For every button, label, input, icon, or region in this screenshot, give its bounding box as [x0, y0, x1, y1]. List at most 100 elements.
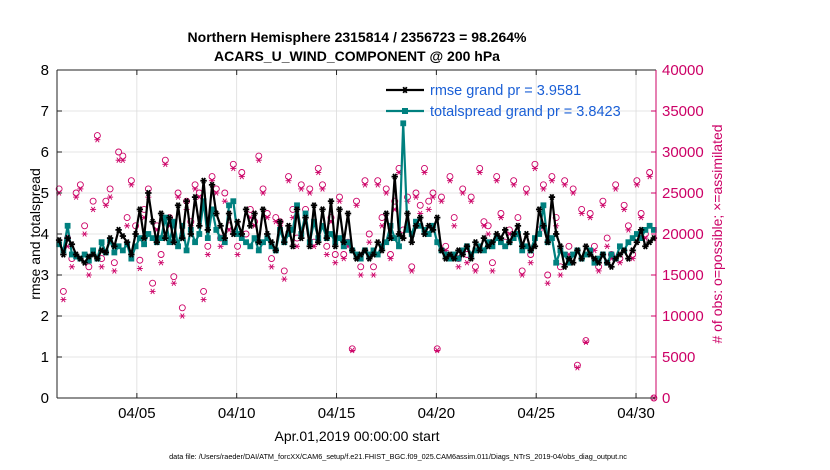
obs-assimilated-point [192, 186, 199, 192]
obs-assimilated-point [361, 181, 368, 188]
y-tick-label-right: 40000 [662, 62, 704, 79]
asterisk-stroke [481, 222, 487, 229]
asterisk-stroke [69, 263, 75, 270]
asterisk-stroke [426, 206, 431, 213]
obs-possible-point [387, 251, 394, 258]
obs-possible-point [106, 185, 114, 193]
obs-possible-point [624, 222, 632, 230]
star-stroke [371, 251, 376, 258]
rmse-point [119, 232, 127, 240]
star-stroke [158, 210, 164, 217]
rmse-point [259, 206, 267, 213]
asterisk-stroke [430, 194, 436, 200]
asterisk-stroke [311, 243, 317, 250]
obs-possible-point [259, 185, 267, 193]
asterisk-stroke [617, 259, 623, 266]
obs-possible-point [429, 189, 437, 197]
obs-possible-point [306, 185, 314, 193]
rmse-point [463, 243, 471, 250]
obs-possible-point [425, 197, 433, 205]
star-stroke [354, 255, 359, 262]
spread-point [145, 231, 152, 237]
y-tick-label-left: 3 [41, 267, 49, 284]
rmse-point [153, 238, 161, 246]
obs-assimilated-point [557, 272, 564, 278]
rmse-point [565, 255, 573, 262]
x-tick-label: 04/05 [118, 405, 156, 422]
star-stroke [358, 251, 364, 258]
obs-assimilated-point [200, 296, 207, 303]
x-tick-label: 04/25 [517, 405, 555, 422]
star-stroke [388, 234, 393, 242]
asterisk-stroke [545, 280, 550, 287]
rmse-point [535, 206, 543, 213]
asterisk-stroke [158, 259, 164, 266]
rmse-point [255, 238, 262, 246]
y-tick-label-right: 10000 [662, 308, 704, 325]
rmse-point [264, 230, 271, 238]
obs-possible-point [374, 177, 382, 185]
obs-assimilated-point [119, 157, 126, 164]
asterisk-stroke [290, 214, 295, 221]
rmse-point [217, 222, 224, 230]
obs-assimilated-point [612, 186, 619, 192]
rmse-point [81, 259, 88, 266]
star-stroke [460, 251, 466, 258]
asterisk-stroke [235, 251, 240, 258]
asterisk-stroke [583, 339, 589, 346]
star-stroke [494, 230, 500, 238]
rmse-point [60, 251, 67, 258]
star-stroke [281, 238, 287, 246]
y-tick-label-right: 30000 [662, 144, 704, 161]
obs-assimilated-point [332, 259, 339, 266]
y-tick-label-left: 2 [41, 308, 49, 325]
star-stroke [642, 243, 648, 250]
asterisk-stroke [592, 247, 597, 254]
obs-possible-point [467, 193, 475, 201]
star-stroke [239, 230, 245, 238]
spread-point [383, 239, 390, 246]
star-stroke [171, 238, 177, 246]
rmse-point [484, 243, 492, 250]
rmse-point [612, 255, 619, 262]
star-stroke [400, 234, 406, 242]
star-stroke [439, 247, 444, 254]
spread-point [64, 222, 71, 229]
star-stroke [73, 251, 79, 258]
star-stroke [519, 243, 525, 250]
obs-possible-point [208, 173, 216, 181]
star-stroke [434, 214, 440, 221]
rmse-point [468, 255, 475, 262]
star-stroke [162, 234, 168, 242]
rmse-point [149, 218, 156, 225]
rmse-point [132, 230, 139, 238]
rmse-point [455, 247, 462, 254]
obs-possible-point [255, 152, 263, 160]
asterisk-stroke [256, 157, 261, 164]
rmse-point [140, 234, 148, 242]
asterisk-stroke [600, 202, 606, 209]
asterisk-stroke [273, 218, 278, 225]
obs-possible-point [382, 185, 390, 193]
rmse-point [451, 255, 458, 262]
asterisk-stroke [337, 198, 342, 205]
obs-assimilated-point [315, 169, 322, 176]
asterisk-stroke [409, 268, 414, 274]
star-stroke [175, 202, 181, 209]
y-axis-label-right: # of obs: o=possible; ×=assimilated [709, 124, 725, 343]
rmse-point [349, 247, 356, 254]
obs-assimilated-point [128, 181, 135, 188]
obs-assimilated-point [446, 177, 453, 184]
obs-assimilated-point [412, 194, 419, 200]
star-stroke [260, 206, 266, 213]
asterisk-stroke [613, 186, 618, 192]
rmse-point [506, 238, 513, 246]
rmse-point [213, 210, 220, 217]
obs-assimilated-point [459, 190, 466, 196]
asterisk-stroke [107, 194, 113, 200]
star-stroke [426, 222, 432, 230]
star-stroke [451, 255, 457, 262]
obs-assimilated-point [73, 194, 80, 200]
asterisk-stroke [575, 364, 580, 371]
rmse-point [221, 234, 229, 242]
